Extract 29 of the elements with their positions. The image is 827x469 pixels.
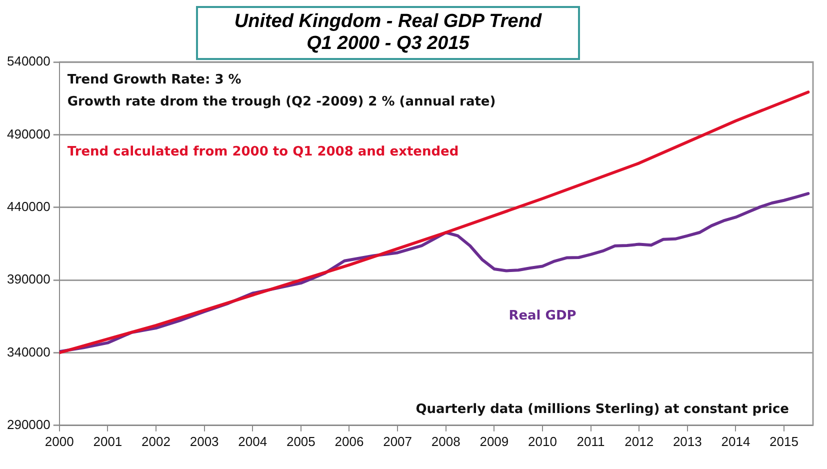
y-tick-label: 490000 xyxy=(6,126,50,142)
x-tick-label: 2013 xyxy=(672,434,702,449)
annotation: Trend Growth Rate: 3 % xyxy=(67,72,242,88)
x-tick-label: 2003 xyxy=(190,434,219,449)
y-tick-label: 540000 xyxy=(6,54,50,69)
x-tick-label: 2001 xyxy=(93,434,122,449)
annotation: Growth rate drom the trough (Q2 -2009) 2 % (annual rate) xyxy=(67,94,496,110)
x-tick-label: 2007 xyxy=(383,434,412,449)
x-tick-label: 2009 xyxy=(480,434,509,449)
x-tick-label: 2014 xyxy=(721,434,750,449)
x-tick-label: 2015 xyxy=(770,434,798,449)
x-tick-label: 2000 xyxy=(44,434,74,449)
chart-title: United Kingdom - Real GDP Trend xyxy=(233,11,543,33)
x-tick-label: 2002 xyxy=(142,434,170,449)
chart-subtitle: Q1 2000 - Q3 2015 xyxy=(306,33,470,55)
x-tick-label: 2004 xyxy=(238,434,268,449)
annotation: Quarterly data (millions Sterling) at constant price xyxy=(416,402,790,417)
y-tick-label: 340000 xyxy=(6,344,50,360)
y-tick-label: 390000 xyxy=(6,272,50,287)
y-tick-label: 290000 xyxy=(6,416,50,432)
x-tick-label: 2010 xyxy=(528,434,557,449)
x-tick-label: 2011 xyxy=(576,434,605,449)
text: Real GDP xyxy=(508,308,576,324)
x-tick-label: 2005 xyxy=(286,434,316,449)
y-tick-label: 440000 xyxy=(6,198,50,214)
x-tick-label: 2012 xyxy=(624,434,654,449)
x-tick-label: 2008 xyxy=(431,434,460,449)
annotation: Trend calculated from 2000 to Q1 2008 and extended xyxy=(67,144,459,160)
x-tick-label: 2006 xyxy=(334,434,364,449)
